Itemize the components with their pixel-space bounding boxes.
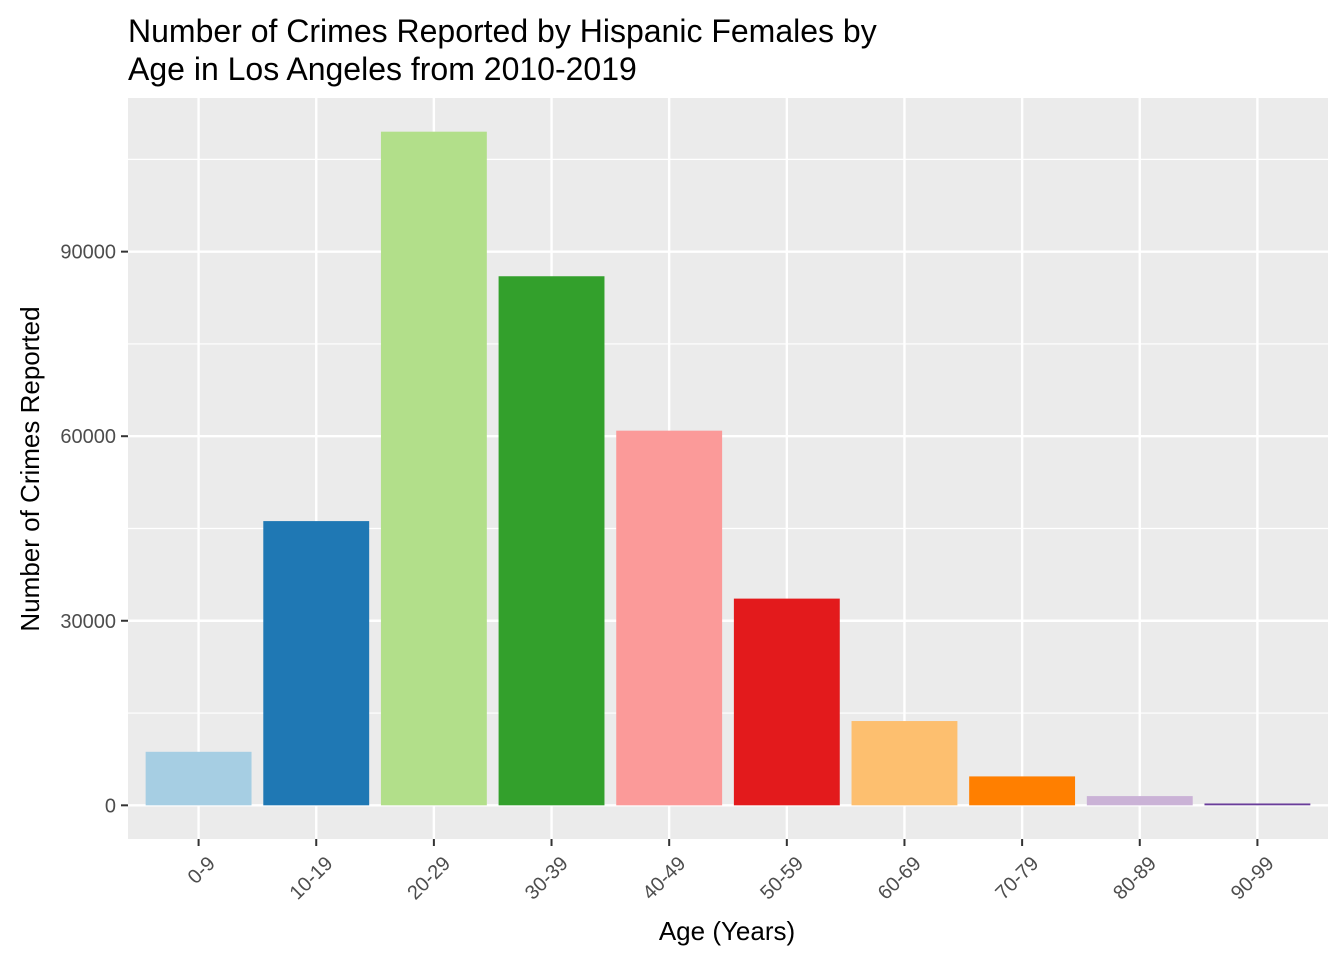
x-tick-label: 70-79: [992, 853, 1044, 905]
bar-50-59: [733, 598, 840, 806]
x-tick-label: 10-19: [286, 853, 338, 905]
bar-40-49: [616, 430, 723, 806]
y-tick-label: 90000: [60, 242, 116, 264]
x-tick-label: 20-29: [403, 853, 455, 905]
bar-90-99: [1204, 803, 1311, 806]
x-tick-label: 40-49: [639, 853, 691, 905]
x-tick-label: 30-39: [521, 853, 573, 905]
bar-0-9: [145, 751, 252, 806]
x-tick-label: 60-69: [874, 853, 926, 905]
x-tick-label: 0-9: [184, 853, 220, 889]
y-axis-title: Number of Crimes Reported: [15, 306, 45, 631]
chart-title-line-1: Number of Crimes Reported by Hispanic Fe…: [128, 13, 877, 49]
bar-60-69: [851, 721, 958, 806]
y-tick-label: 60000: [60, 426, 116, 448]
bar-10-19: [263, 521, 370, 806]
x-axis: 0-9 10-19 20-29 30-39 40-49 50-59 60-69 70-79 80…: [184, 839, 1279, 904]
y-tick-label: 30000: [60, 611, 116, 633]
x-tick-label: 50-59: [756, 853, 808, 905]
x-tick-label: 90-99: [1227, 853, 1279, 905]
bars: [145, 131, 1311, 806]
y-axis: 0 30000 60000 90000: [60, 242, 128, 817]
chart-title-line-2: Age in Los Angeles from 2010-2019: [128, 51, 637, 87]
x-axis-title: Age (Years): [659, 916, 795, 946]
bar-80-89: [1086, 796, 1193, 806]
bar-70-79: [969, 776, 1076, 806]
x-tick-label: 80-89: [1109, 853, 1161, 905]
bar-30-39: [498, 276, 605, 806]
y-tick-label: 0: [105, 795, 116, 817]
bar-20-29: [380, 131, 487, 806]
